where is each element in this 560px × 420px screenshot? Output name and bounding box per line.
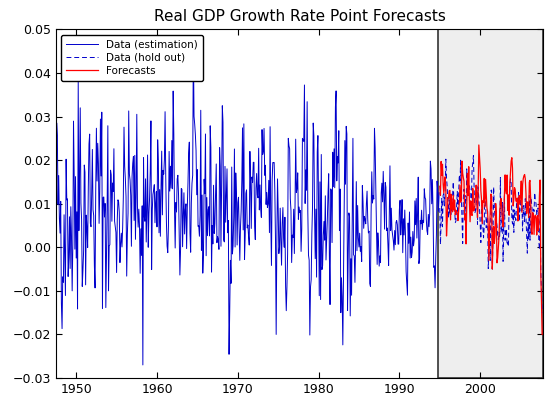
Forecasts — [443, 234, 450, 239]
Data (hold out) — [538, 288, 545, 293]
Forecasts — [436, 184, 443, 189]
Line: Data (hold out): Data (hold out) — [440, 155, 542, 312]
Bar — [438, 29, 543, 378]
Forecasts — [482, 177, 489, 182]
Data (estimation) — [415, 175, 422, 180]
Data (hold out) — [509, 221, 516, 226]
Data (hold out) — [443, 176, 450, 181]
Forecasts — [475, 142, 482, 147]
Forecasts — [450, 193, 456, 198]
Data (hold out) — [470, 153, 477, 158]
Forecasts — [509, 166, 516, 171]
Forecasts — [538, 297, 545, 302]
Data (estimation) — [388, 206, 395, 211]
Data (hold out) — [539, 310, 545, 315]
Line: Forecasts: Forecasts — [440, 145, 542, 334]
Data (estimation) — [185, 181, 192, 186]
Data (hold out) — [436, 205, 443, 210]
Data (estimation) — [283, 308, 290, 313]
Data (estimation) — [50, 161, 57, 166]
Forecasts — [539, 332, 545, 337]
Data (estimation) — [190, 39, 197, 44]
Data (estimation) — [139, 362, 146, 368]
Data (estimation) — [436, 190, 442, 195]
Legend: Data (estimation), Data (hold out), Forecasts: Data (estimation), Data (hold out), Fore… — [61, 34, 203, 81]
Data (estimation) — [311, 211, 318, 216]
Forecasts — [522, 176, 529, 181]
Title: Real GDP Growth Rate Point Forecasts: Real GDP Growth Rate Point Forecasts — [153, 9, 446, 24]
Data (hold out) — [450, 179, 456, 184]
Data (estimation) — [49, 79, 55, 84]
Data (hold out) — [482, 197, 489, 202]
Line: Data (estimation): Data (estimation) — [52, 41, 439, 365]
Data (hold out) — [522, 196, 529, 201]
